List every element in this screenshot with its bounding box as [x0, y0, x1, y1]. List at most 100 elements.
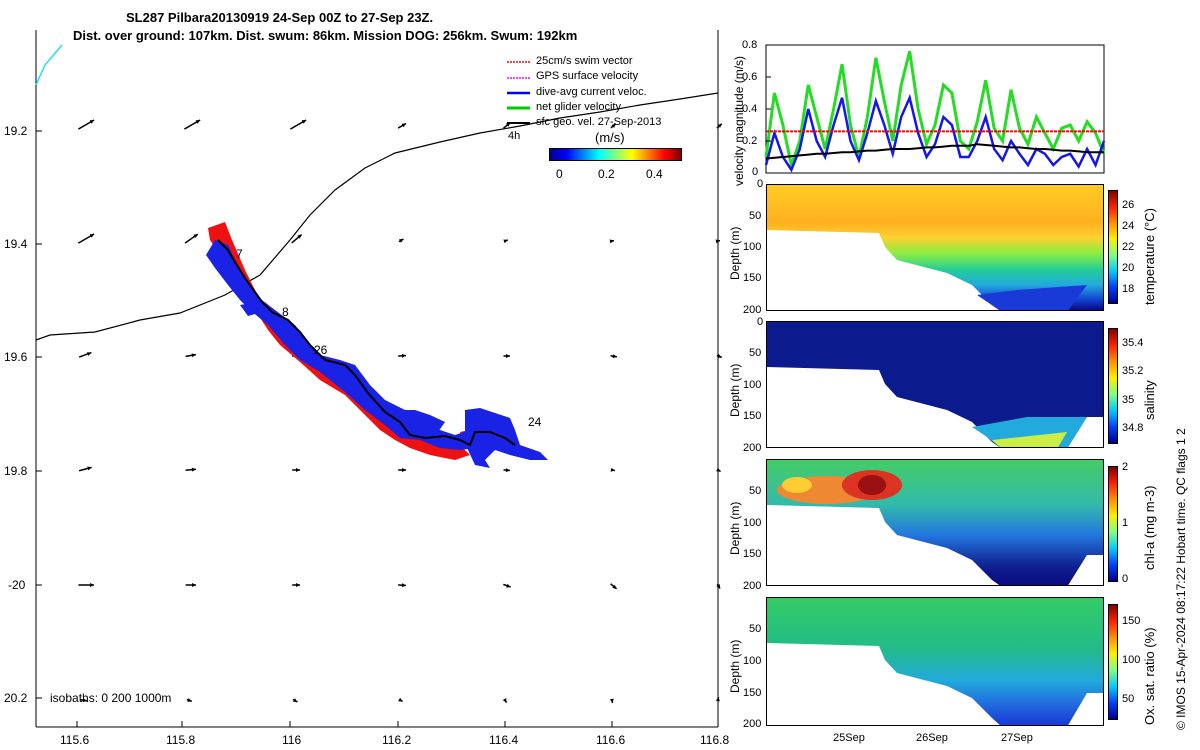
- chlorophyll-colorbar: [1108, 466, 1118, 582]
- geo-arrow-head: [82, 698, 87, 703]
- geo-arrow-head: [89, 234, 95, 238]
- geo-arrow-head: [506, 583, 511, 588]
- time-tick: 27Sep: [1001, 732, 1033, 744]
- oxy-ytick: 200: [743, 718, 762, 730]
- sal-ytick: 100: [743, 379, 762, 391]
- geo-arrow-head: [401, 583, 406, 588]
- geo-arrow-head: [716, 584, 720, 589]
- sal-ytick: 50: [749, 347, 762, 359]
- geo-arrow-head: [611, 123, 616, 128]
- legend-item-current: dive-avg current veloc.: [536, 86, 647, 98]
- oxy-ytick: 50: [749, 623, 762, 635]
- map-ytick-label: 19.4: [4, 237, 28, 251]
- geo-arrow-head: [296, 583, 300, 587]
- oxygen-section: [766, 597, 1104, 726]
- temp-ytick: 150: [743, 272, 762, 284]
- chlorophyll-section: [766, 459, 1104, 586]
- temp-cbar-tick: 20: [1122, 262, 1135, 274]
- map-xtick-label: 116: [282, 733, 302, 747]
- legend-item-net: net glider velocity: [536, 101, 621, 113]
- sal-ylabel: Depth (m): [728, 363, 742, 417]
- sal-cbar-tick: 35.4: [1122, 337, 1144, 349]
- geo-arrow-head: [195, 120, 201, 124]
- time-tick: 26Sep: [916, 732, 948, 744]
- geo-arrow-head: [301, 120, 307, 124]
- geo-arrow-head: [297, 234, 302, 239]
- colorbar-unit: (m/s): [595, 130, 625, 145]
- glider-track: [217, 239, 516, 447]
- oxygen-colorbar: [1108, 604, 1118, 720]
- map-xtick-label: 115.8: [166, 733, 196, 747]
- title-line-2: Dist. over ground: 107km. Dist. swum: 86…: [73, 28, 578, 43]
- track-label-8: 8: [282, 305, 289, 319]
- map-xtick-label: 116.4: [489, 733, 519, 747]
- temp-ytick: 100: [743, 241, 762, 253]
- footer-credit: © IMOS 15-Apr-2024 08:17:22 Hobart time.…: [1174, 428, 1188, 730]
- swim-vector-cloud: [208, 222, 505, 460]
- geo-arrow-head: [89, 120, 95, 124]
- map-xtick-label: 115.6: [60, 733, 90, 747]
- temp-ytick: 200: [743, 304, 762, 316]
- oxy-cbar-tick: 50: [1122, 693, 1135, 705]
- temp-cbar-tick: 24: [1122, 220, 1135, 232]
- temp-cbar-tick: 18: [1122, 283, 1135, 295]
- geo-arrow-head: [506, 354, 510, 358]
- geo-arrow-head: [398, 697, 403, 702]
- temp-ytick: 50: [749, 210, 762, 222]
- map-y-ticks: [36, 130, 42, 699]
- legend-swatches: [507, 61, 530, 124]
- legend-item-swim: 25cm/s swim vector: [536, 55, 633, 67]
- geo-arrow-head: [717, 354, 722, 358]
- legend-item-sfc: sfc geo. vel. 27-Sep-2013: [536, 116, 662, 128]
- colorbar-tick: 0.4: [646, 167, 663, 181]
- title-line-1: SL287 Pilbara20130919 24-Sep 00Z to 27-S…: [126, 10, 434, 25]
- velocity-series-line: [765, 143, 1104, 160]
- isobaths-label: isobaths: 0 200 1000m: [50, 691, 172, 705]
- oxy-cbar-tick: 100: [1122, 654, 1141, 666]
- map-ytick-label: 19.2: [4, 124, 28, 138]
- geo-arrow-head: [86, 352, 92, 356]
- chl-cbar-tick: 1: [1122, 517, 1129, 529]
- oxy-cbar-label: Ox. sat. ratio (%): [1142, 627, 1157, 725]
- salinity-colorbar: [1108, 328, 1118, 444]
- geostrophic-arrows: [77, 119, 723, 704]
- oxy-cbar-tick: 150: [1122, 615, 1141, 627]
- velocity-series-line: [764, 51, 1106, 171]
- chl-ytick: 100: [743, 517, 762, 529]
- geo-arrow-head: [715, 239, 720, 244]
- chl-ytick: 50: [749, 485, 762, 497]
- geo-arrow-head: [402, 468, 406, 472]
- oxy-ylabel: Depth (m): [728, 639, 742, 693]
- velocity-series-line: [764, 93, 1106, 173]
- geo-arrow-head: [502, 698, 507, 703]
- geo-arrow-head: [609, 698, 614, 703]
- map-ytick-label: 20.2: [4, 691, 28, 705]
- vel-ytick: 0.2: [742, 135, 758, 147]
- geo-arrow-head: [609, 239, 614, 244]
- geo-arrow-head: [610, 467, 615, 472]
- chl-cbar-tick: 0: [1122, 573, 1129, 585]
- geo-arrow-head: [716, 467, 721, 472]
- map-ytick-label: 19.8: [4, 464, 28, 478]
- temp-cbar-label: temperature (°C): [1142, 208, 1157, 305]
- geo-arrow-head: [612, 584, 617, 589]
- legend-item-gps: GPS surface velocity: [536, 70, 639, 82]
- geo-arrow-head: [401, 353, 406, 358]
- geo-arrow-head: [87, 466, 92, 471]
- map-x-ticks: [76, 721, 719, 727]
- salinity-section: [766, 321, 1104, 448]
- geo-arrow-head: [191, 467, 196, 472]
- track-label-24: 24: [528, 415, 542, 429]
- chl-ylabel: Depth (m): [728, 501, 742, 555]
- speed-colorbar: [549, 148, 682, 161]
- vel-ytick: 0: [752, 166, 759, 178]
- geo-arrow-head: [612, 354, 617, 359]
- vel-ytick: 0.8: [742, 39, 758, 51]
- geo-arrow-head: [503, 239, 508, 244]
- vel-ytick: 0.6: [742, 71, 758, 83]
- velocity-chart: [764, 44, 1106, 174]
- geo-arrow-head: [715, 697, 720, 702]
- colorbar-tick: 0: [556, 167, 563, 181]
- geo-arrow-head: [192, 583, 196, 587]
- sal-cbar-tick: 35: [1122, 394, 1135, 406]
